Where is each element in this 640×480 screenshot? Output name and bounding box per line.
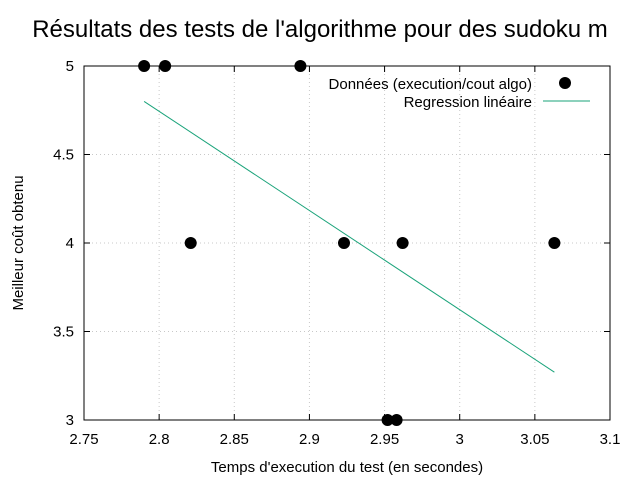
x-tick-label: 2.9	[299, 431, 320, 448]
legend: Données (execution/cout algo)Regression …	[329, 76, 590, 111]
x-tick-label: 2.75	[69, 431, 98, 448]
y-tick-label: 3	[66, 412, 74, 429]
x-axis-label: Temps d'execution du test (en secondes)	[211, 459, 483, 476]
y-tick-label: 3.5	[53, 324, 74, 341]
legend-marker-data	[559, 77, 571, 89]
x-tick-label: 3.1	[600, 431, 621, 448]
data-point	[548, 237, 561, 249]
regression-line	[143, 100, 555, 373]
data-point	[184, 237, 197, 249]
grid	[84, 66, 610, 420]
x-tick-label: 2.95	[370, 431, 399, 448]
x-tick-label: 2.85	[220, 431, 249, 448]
y-tick-label: 4.5	[53, 147, 74, 164]
axis-ticks: 2.75 2.8 2.85 2.9 2.95 3 3.05 3.1 3 3.5 4 4.5 5	[53, 58, 620, 448]
data-point	[294, 60, 307, 72]
chart-title: Résultats des tests de l'algorithme pour…	[32, 16, 608, 43]
x-tick-label: 3	[456, 431, 464, 448]
y-tick-label: 4	[66, 235, 74, 252]
data-point	[159, 60, 172, 72]
plot-series	[138, 60, 561, 426]
data-point	[337, 237, 350, 249]
data-point	[390, 414, 403, 426]
data-point	[138, 60, 151, 72]
y-axis-label: Meilleur coût obtenu	[10, 175, 27, 310]
x-tick-label: 3.05	[520, 431, 549, 448]
data-point	[396, 237, 409, 249]
x-tick-label: 2.8	[149, 431, 170, 448]
data-point	[381, 414, 394, 426]
legend-label-data: Données (execution/cout algo)	[329, 76, 532, 93]
y-tick-label: 5	[66, 58, 74, 75]
legend-label-regression: Regression linéaire	[404, 94, 532, 111]
